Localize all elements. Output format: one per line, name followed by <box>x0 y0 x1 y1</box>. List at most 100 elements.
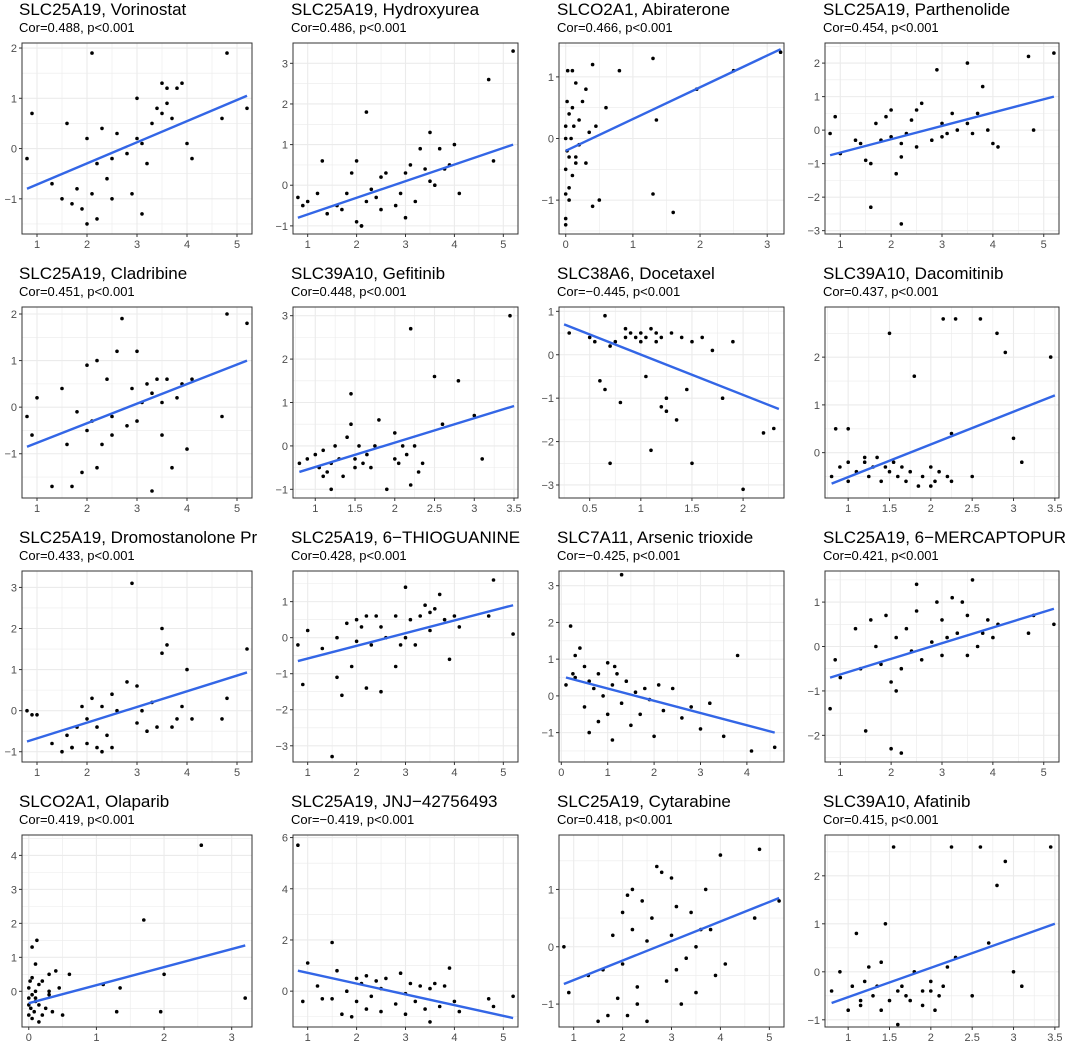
data-point <box>574 155 578 159</box>
data-point <box>986 128 990 132</box>
data-point <box>50 484 54 489</box>
data-point <box>838 465 842 469</box>
data-point <box>618 400 623 405</box>
data-point <box>433 607 437 611</box>
data-point <box>649 448 653 453</box>
data-point <box>874 121 878 126</box>
data-point <box>110 692 114 696</box>
data-point <box>452 614 457 618</box>
data-point <box>1031 128 1036 132</box>
panel-13: SLCO2A1, Olaparib Cor=0.419, p<0.001 0 1 2 3 0… <box>0 792 266 1057</box>
x-tick-label: 3 <box>134 239 140 251</box>
panel-title: SLC38A6, Docetaxel <box>557 264 715 283</box>
panel-8: SLC39A10, Dacomitinib Cor=0.437, p<0.001 1… <box>798 264 1065 528</box>
data-point <box>47 992 51 997</box>
major-gridlines <box>825 835 1059 1027</box>
tick-labels: 1 2 3 4 5 0 2 4 6 <box>282 833 507 1044</box>
data-point <box>991 635 995 640</box>
major-gridlines <box>559 307 784 498</box>
data-point <box>608 344 612 348</box>
scatter-plot: 1 2 3 4 5 −2 −1 0 1 <box>807 570 1060 779</box>
regression-line <box>565 48 782 152</box>
data-point <box>741 487 745 492</box>
data-point <box>980 631 985 635</box>
data-point <box>349 664 354 669</box>
data-point <box>582 664 587 669</box>
y-tick-label: −1 <box>275 484 288 496</box>
data-point <box>863 729 868 733</box>
data-point <box>669 331 674 335</box>
data-point <box>413 643 418 647</box>
data-point <box>899 666 904 671</box>
data-point <box>708 701 712 705</box>
data-point <box>384 976 388 981</box>
data-point <box>398 643 403 647</box>
data-point <box>909 118 914 122</box>
panel-5: SLC25A19, Cladribine Cor=0.451, p<0.001 1 2… <box>0 264 266 528</box>
data-point <box>867 474 871 479</box>
y-tick-label: 1 <box>11 356 17 368</box>
tick-labels: 1 2 3 4 5 −1 0 1 2 3 <box>275 58 506 251</box>
x-tick-label: 5 <box>500 1032 506 1044</box>
data-point <box>639 331 643 335</box>
data-point <box>949 479 954 484</box>
data-point <box>894 635 898 640</box>
data-point <box>833 658 837 662</box>
data-point <box>639 339 643 344</box>
data-point <box>777 899 781 903</box>
data-point <box>564 683 568 687</box>
data-point <box>970 994 974 998</box>
data-point <box>582 705 587 709</box>
panel-title: SLC25A19, Cytarabine <box>557 792 731 811</box>
data-point <box>904 479 908 484</box>
data-point <box>654 331 658 335</box>
data-point <box>563 167 568 172</box>
data-point <box>364 686 369 690</box>
data-point <box>869 161 873 166</box>
data-point <box>135 721 139 725</box>
x-tick-label: 2 <box>84 503 90 515</box>
x-tick-label: 3 <box>939 239 945 251</box>
scatter-plot: 1 1.5 2 2.5 3 3.5 0 1 2 <box>814 306 1063 515</box>
y-tick-label: 0 <box>11 402 17 414</box>
data-point <box>708 927 713 932</box>
data-point <box>180 704 184 709</box>
data-point <box>175 717 179 721</box>
y-tick-label: 0 <box>548 942 554 954</box>
data-point <box>846 1008 850 1012</box>
y-tick-label: 3 <box>282 58 288 70</box>
data-point <box>703 887 708 892</box>
panel-15: SLC25A19, Cytarabine Cor=0.418, p<0.001 1 2… <box>532 792 798 1057</box>
scatter-plot: 0.5 1 1.5 2 −3 −2 −1 0 1 <box>541 306 785 515</box>
data-point <box>60 1013 65 1017</box>
data-point <box>374 195 378 200</box>
x-tick-label: 3 <box>402 239 408 251</box>
data-point <box>486 77 491 82</box>
data-point <box>669 933 674 938</box>
data-point <box>413 999 418 1004</box>
data-point <box>975 111 980 116</box>
data-point <box>757 847 762 852</box>
scatter-plot: 0 1 2 3 −1 0 1 <box>541 42 785 251</box>
data-point <box>428 986 432 991</box>
data-point <box>883 465 888 469</box>
x-tick-label: 2 <box>888 239 894 251</box>
y-tick-label: 0 <box>814 448 820 460</box>
tick-labels: 1 2 3 4 5 −1 0 1 2 <box>4 309 240 515</box>
data-point <box>220 116 224 121</box>
data-point <box>130 581 134 586</box>
data-point <box>879 479 883 484</box>
x-tick-label: 2 <box>928 1032 934 1044</box>
data-point <box>894 171 898 176</box>
data-point <box>615 996 620 1001</box>
data-point <box>883 922 888 926</box>
data-point <box>349 171 354 175</box>
tick-labels: 1 2 3 4 5 −1 0 1 2 <box>4 43 240 251</box>
tick-labels: 0.5 1 1.5 2 −3 −2 −1 0 1 <box>541 306 746 515</box>
data-point <box>867 965 871 969</box>
data-point <box>511 49 515 53</box>
data-point <box>563 192 568 196</box>
data-point <box>694 990 698 995</box>
data-point <box>889 135 893 139</box>
data-point <box>403 635 408 640</box>
